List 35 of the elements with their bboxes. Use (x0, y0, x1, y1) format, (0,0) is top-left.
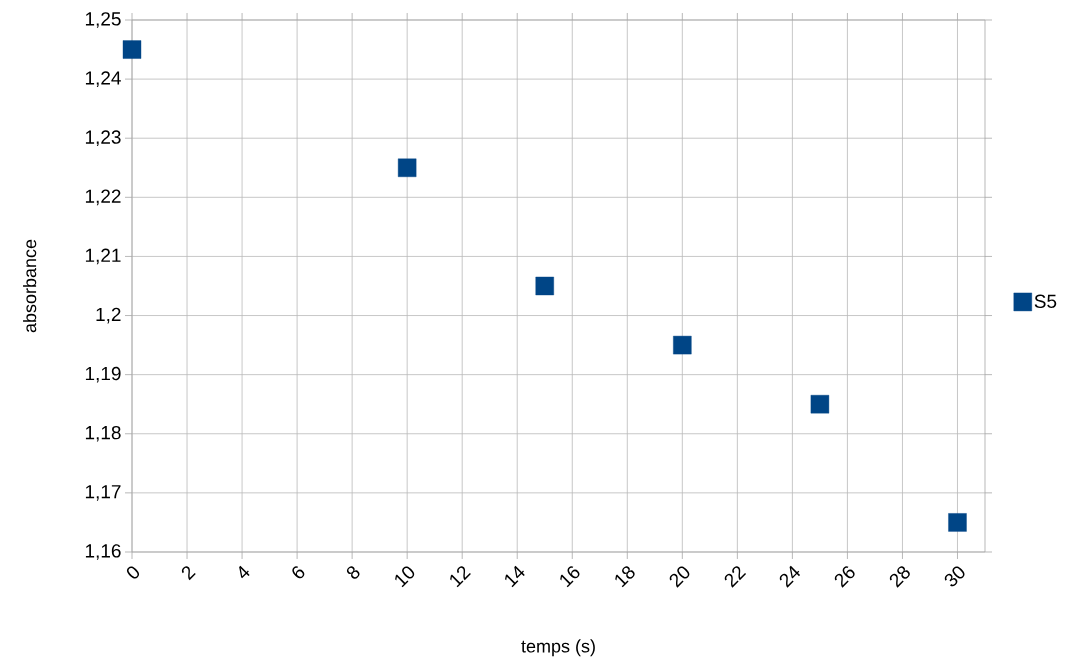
x-tick-label: 2 (181, 566, 196, 581)
point (397, 158, 417, 177)
x-tick-label: 8 (346, 566, 360, 579)
point (535, 276, 554, 296)
y-tick-label: 1,19 (85, 366, 121, 383)
y-axis-title: absorbance (23, 239, 37, 333)
x-tick-label: 16 (560, 566, 580, 588)
point (948, 513, 967, 532)
y-tick-label: 1,22 (85, 189, 121, 206)
legend-label: S5 (1034, 294, 1057, 309)
y-tick-label: 1,23 (85, 130, 121, 147)
y-tick-label: 1,16 (85, 544, 121, 560)
y-tick-label: 1,21 (85, 248, 121, 265)
x-tick-label: 20 (669, 566, 690, 588)
x-tick-label: 22 (724, 566, 747, 588)
point (122, 40, 142, 59)
x-axis-title: temps (s) (521, 639, 595, 657)
x-tick-label: 0 (126, 566, 140, 579)
x-tick-label: 26 (834, 566, 855, 588)
y-tick-label: 1,2 (96, 307, 121, 324)
y-tick-label: 1,24 (85, 71, 121, 87)
y-tick-label: 1,25 (85, 12, 121, 28)
x-tick-label: 24 (779, 565, 801, 588)
x-tick-label: 18 (615, 566, 635, 588)
x-tick-label: 14 (505, 565, 525, 588)
x-tick-label: 12 (450, 566, 471, 588)
y-tick-label: 1,17 (85, 485, 121, 501)
x-tick-label: 30 (944, 566, 965, 587)
x-tick-label: 4 (239, 565, 250, 579)
x-tick-label: 28 (889, 566, 910, 588)
point (673, 335, 692, 355)
y-tick-label: 1,18 (85, 425, 121, 442)
point (810, 395, 830, 414)
x-tick-label: 6 (292, 566, 305, 579)
x-tick-label: 10 (395, 566, 415, 588)
